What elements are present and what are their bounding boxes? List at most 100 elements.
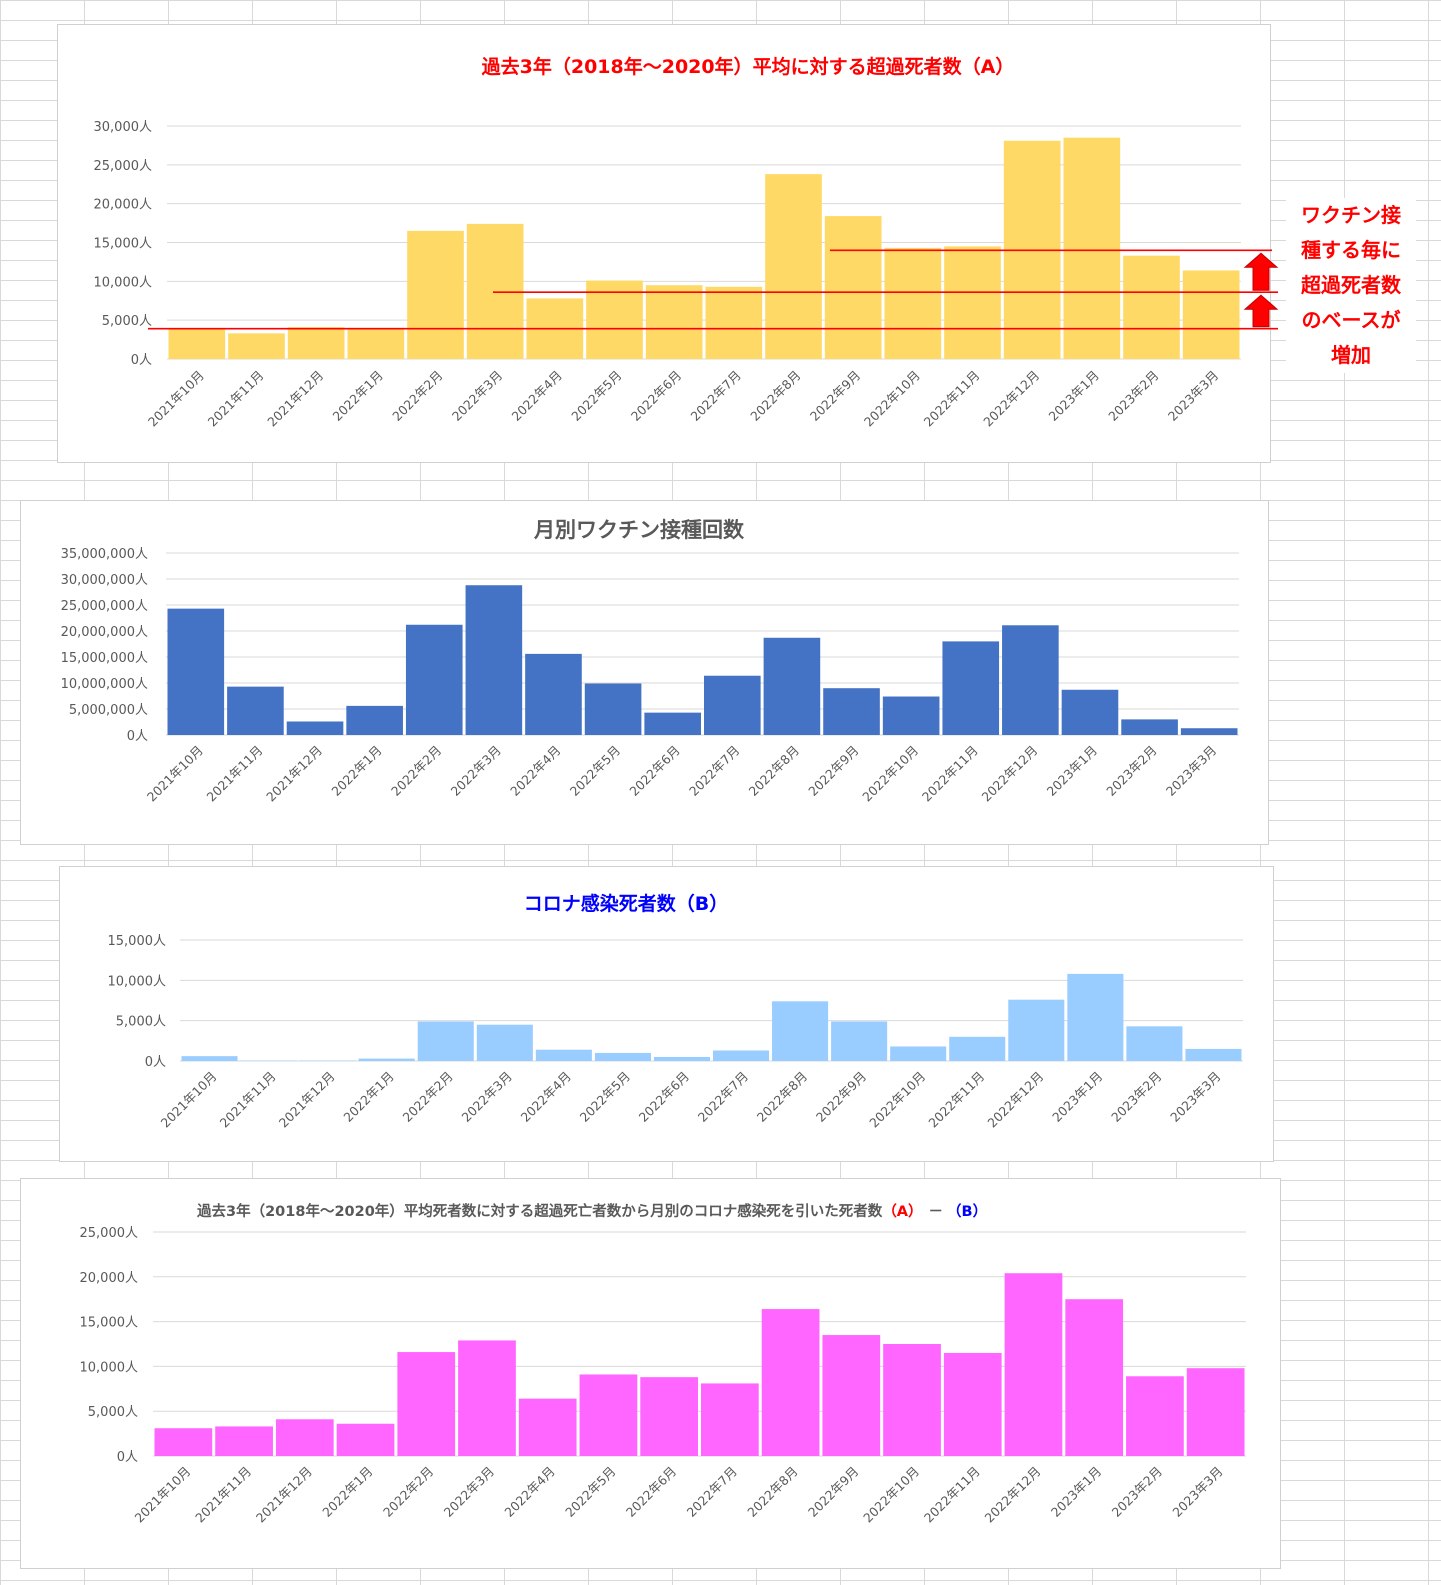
y-tick-label: 10,000,000人 [61, 677, 148, 692]
x-tick-label: 2023年1月 [1046, 368, 1102, 424]
y-tick-label: 20,000人 [80, 1271, 139, 1286]
x-tick-label: 2023年3月 [1169, 1464, 1225, 1520]
bar [215, 1426, 273, 1456]
bar [883, 1344, 941, 1456]
y-tick-label: 5,000人 [102, 314, 152, 329]
x-tick-label: 2021年12月 [264, 368, 326, 430]
up-arrow-icon [1243, 294, 1279, 328]
y-tick-label: 15,000人 [108, 934, 167, 949]
bar [240, 1060, 297, 1061]
x-tick-label: 2022年7月 [686, 743, 742, 799]
bar [417, 1021, 474, 1061]
x-tick-label: 2023年2月 [1105, 368, 1161, 424]
x-tick-label: 2022年4月 [509, 368, 565, 424]
x-tick-label: 2022年11月 [921, 1464, 983, 1526]
x-tick-label: 2022年6月 [636, 1069, 692, 1125]
x-tick-label: 2022年2月 [399, 1069, 455, 1125]
x-tick-label: 2022年4月 [518, 1069, 574, 1125]
y-tick-label: 5,000人 [116, 1015, 166, 1030]
chart-title: 過去3年（2018年〜2020年）平均に対する超過死者数（A） [482, 55, 1015, 78]
bar [1065, 1299, 1124, 1456]
vaccination-chart: 月別ワクチン接種回数 0人 5,000,000人 10,000,000人 15,000,… [20, 500, 1269, 845]
bar [653, 1056, 710, 1061]
bar [518, 1398, 577, 1456]
x-tick-label: 2022年3月 [459, 1069, 515, 1125]
bar [181, 1056, 238, 1061]
up-arrow-icon [1243, 252, 1279, 291]
x-tick-label: 2021年10月 [131, 1464, 193, 1526]
bar [465, 585, 523, 735]
x-tick-label: 2022年4月 [501, 1464, 557, 1520]
y-tick-label: 5,000,000人 [69, 703, 148, 718]
bar [944, 246, 1001, 359]
bar [346, 705, 403, 735]
bar [405, 624, 463, 735]
chart-title-a: （A） [882, 1202, 922, 1220]
bar [584, 683, 642, 735]
covid-deaths-chart: コロナ感染死者数（B） 0人 5,000人 10,000人 15,000人 2021年10… [59, 866, 1274, 1162]
bar [1126, 1376, 1184, 1456]
x-tick-label: 2022年12月 [980, 368, 1042, 430]
bar [1008, 999, 1065, 1061]
x-tick-label: 2022年9月 [805, 1464, 861, 1520]
y-tick-label: 25,000人 [94, 159, 153, 174]
y-tick-label: 15,000人 [80, 1316, 139, 1331]
bar [765, 174, 822, 359]
bar [823, 688, 880, 735]
bar [831, 1021, 888, 1061]
x-tick-label: 2022年10月 [859, 743, 921, 805]
x-tick-label: 2021年12月 [276, 1069, 338, 1131]
bar [227, 686, 284, 735]
bar [1126, 1026, 1183, 1061]
x-tick-label: 2022年3月 [449, 368, 505, 424]
x-tick-label: 2022年10月 [860, 1464, 922, 1526]
bar [824, 216, 882, 359]
bar [882, 696, 940, 735]
bar [358, 1058, 415, 1061]
chart-title-minus: － [929, 1204, 944, 1220]
x-tick-label: 2021年10月 [145, 368, 207, 430]
x-tick-label: 2022年6月 [626, 743, 682, 799]
bar [1004, 1273, 1063, 1456]
y-tick-label: 0人 [117, 1450, 138, 1465]
bar [167, 608, 225, 735]
bar [458, 1340, 516, 1456]
y-tick-label: 10,000人 [80, 1360, 139, 1375]
bar [476, 1024, 533, 1061]
bar [1121, 719, 1178, 735]
bar [397, 1352, 456, 1456]
chart-title-b: （B） [947, 1202, 987, 1220]
x-tick-label: 2022年10月 [861, 368, 923, 430]
x-tick-label: 2023年3月 [1167, 1069, 1223, 1125]
x-tick-label: 2022年9月 [807, 368, 863, 424]
bar [772, 1001, 829, 1061]
bar [594, 1052, 651, 1061]
bar [1185, 1048, 1242, 1061]
bar [822, 1335, 881, 1456]
bar [1067, 973, 1124, 1061]
bar [763, 637, 821, 735]
y-tick-label: 20,000,000人 [61, 625, 148, 640]
bar [761, 1309, 820, 1456]
x-tick-label: 2021年12月 [253, 1464, 315, 1526]
x-tick-label: 2022年11月 [921, 368, 983, 430]
x-tick-label: 2022年6月 [623, 1464, 679, 1520]
bar [640, 1377, 698, 1456]
bar [154, 1428, 213, 1456]
x-tick-label: 2021年10月 [144, 743, 206, 805]
x-tick-label: 2023年1月 [1044, 743, 1100, 799]
bar [407, 230, 464, 359]
x-tick-label: 2022年9月 [805, 743, 861, 799]
x-tick-label: 2022年7月 [684, 1464, 740, 1520]
chart-title: 過去3年（2018年〜2020年）平均死者数に対する超過死亡者数から月別のコロナ… [196, 1202, 987, 1220]
vaccine-baseline-annotation: ワクチン接 種する毎に 超過死者数 のベースが 増加 [1286, 198, 1416, 373]
x-tick-label: 2022年7月 [688, 368, 744, 424]
x-tick-label: 2022年12月 [984, 1069, 1046, 1131]
x-tick-label: 2021年10月 [158, 1069, 220, 1131]
y-tick-label: 25,000人 [80, 1226, 139, 1241]
non-covid-excess-chart: 過去3年（2018年〜2020年）平均死者数に対する超過死亡者数から月別のコロナ… [20, 1178, 1281, 1569]
x-tick-label: 2022年2月 [388, 743, 444, 799]
bar [299, 1060, 356, 1061]
x-tick-label: 2022年11月 [925, 1069, 987, 1131]
bar [579, 1374, 638, 1456]
